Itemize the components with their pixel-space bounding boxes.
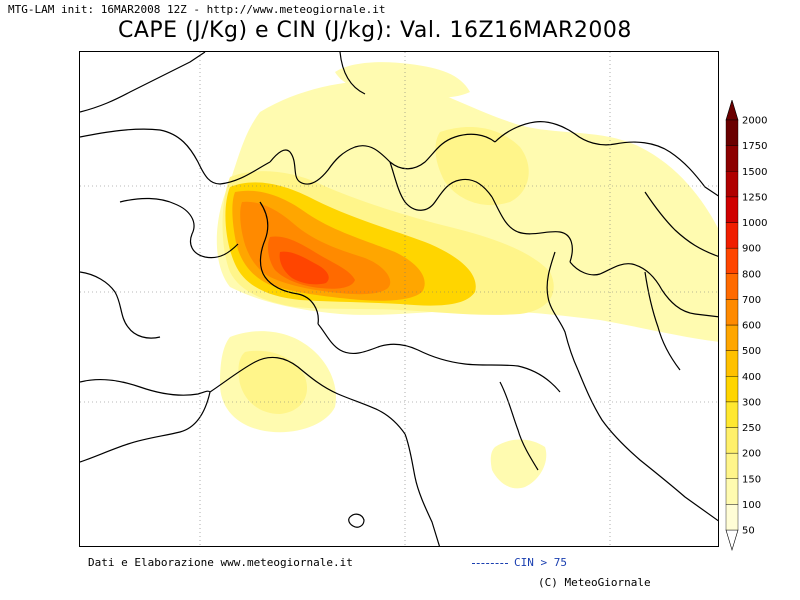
cape-map [79,51,719,547]
colorbar-top-arrow [725,98,739,121]
island-elba [348,513,365,528]
colorbar-tick-label: 1750 [742,141,767,152]
colorbar-tick-label: 1250 [742,192,767,203]
map-boundaries [80,52,718,546]
colorbar-tick-label: 50 [742,526,755,537]
cape-shading [216,62,718,489]
border-line-7 [259,201,319,325]
colorbar-tick-label: 1000 [742,218,767,229]
map-grid [80,52,718,546]
coast-adriatic-north [546,251,579,371]
colorbar-segment [725,401,739,428]
colorbar-canvas: 50 100 150 200 250 300 400 500 600 700 800 900 1000 1… [725,98,767,552]
coast-liguria [209,356,406,435]
cape-area-yellow-2 [435,127,529,206]
cape-colorbar: 50 100 150 200 250 300 400 500 600 700 800 900 1000 1… [718,98,798,556]
map-title: CAPE (J/Kg) e CIN (J/kg): Val. 16Z16MAR2… [118,18,632,43]
colorbar-segment [725,119,739,146]
colorbar-segment [725,350,739,377]
colorbar-segment [725,452,739,479]
cin-legend: CIN > 75 [472,556,567,569]
border-line-8 [491,196,573,263]
border-line-16 [339,52,366,95]
border-line-5 [494,121,718,197]
coast-france [80,378,211,396]
border-line-11 [80,271,161,339]
colorbar-segment [725,196,739,223]
colorbar-segment [725,504,739,531]
border-line-1 [80,52,206,113]
colorbar-tick-label: 600 [742,321,761,332]
colorbar-tick-label: 700 [742,295,761,306]
border-line-12 [80,391,211,463]
colorbar-segment [725,145,739,172]
colorbar-tick-label: 500 [742,346,761,357]
border-line-10 [317,323,561,393]
colorbar-tick-label: 200 [742,449,761,460]
border-line-14 [644,271,681,371]
border-line-13 [644,191,718,257]
colorbar-segment [725,324,739,351]
colorbar-tick-label: 2000 [742,116,767,127]
colorbar-tick-label: 900 [742,244,761,255]
cape-area-yellow-3 [238,350,308,414]
cape-area-tuscany [490,439,547,489]
border-line-2 [80,128,271,185]
colorbar-tick-label: 400 [742,372,761,383]
credits-label: Dati e Elaborazione www.meteogiornale.it [88,556,353,569]
colorbar-tick-label: 250 [742,423,761,434]
colorbar-segment [725,222,739,249]
colorbar-tick-label: 150 [742,474,761,485]
coast-tuscany [404,433,441,546]
colorbar-tick-label: 300 [742,397,761,408]
colorbar-segment [725,376,739,403]
colorbar-tick-label: 800 [742,269,761,280]
cape-area-red-2 [279,251,329,285]
map-canvas [80,52,718,546]
colorbar-tick-label: 1500 [742,167,767,178]
cin-legend-label: CIN > 75 [514,556,567,569]
colorbar-segment [725,273,739,300]
colorbar-segment [725,478,739,505]
model-info-label: MTG-LAM init: 16MAR2008 12Z - http://www… [8,3,386,16]
colorbar-segment [725,427,739,454]
colorbar-segment [725,299,739,326]
coast-adriatic [577,369,718,522]
border-line-3 [119,197,239,259]
cape-area-top [335,62,470,98]
cin-dash-icon [472,562,508,564]
border-line-4 [269,133,496,185]
colorbar-segment [725,171,739,198]
border-line-9 [569,261,718,318]
copyright-label: (C) MeteoGiornale [538,576,651,589]
colorbar-segment [725,247,739,274]
border-line-15 [499,381,539,471]
colorbar-tick-label: 100 [742,500,761,511]
colorbar-bottom-arrow [725,529,739,552]
border-line-6 [389,161,493,211]
